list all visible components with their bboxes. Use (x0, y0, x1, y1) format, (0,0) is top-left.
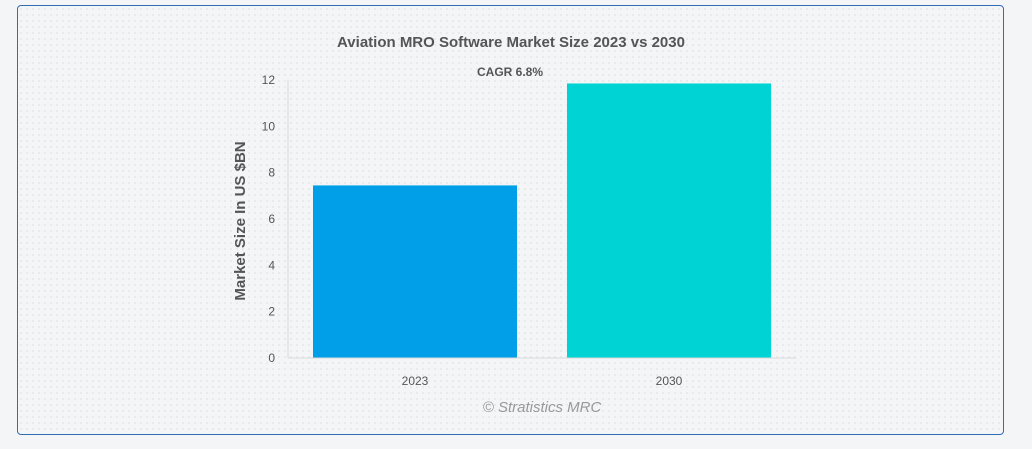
watermark: © Stratistics MRC (483, 399, 602, 416)
y-tick-label: 12 (262, 73, 276, 87)
x-tick-label: 2023 (402, 374, 429, 388)
y-tick-label: 4 (268, 258, 275, 272)
bar-2023 (313, 185, 517, 358)
y-tick-label: 8 (268, 166, 275, 180)
cagr-annotation: CAGR 6.8% (477, 65, 543, 79)
y-tick-label: 10 (262, 119, 276, 133)
y-tick-label: 6 (268, 212, 275, 226)
y-tick-label: 2 (268, 305, 275, 319)
y-axis-label: Market Size In US $BN (232, 141, 249, 300)
chart-title: Aviation MRO Software Market Size 2023 v… (337, 34, 685, 51)
x-tick-label: 2030 (656, 374, 683, 388)
y-tick-label: 0 (268, 351, 275, 365)
bar-2030 (567, 83, 771, 358)
